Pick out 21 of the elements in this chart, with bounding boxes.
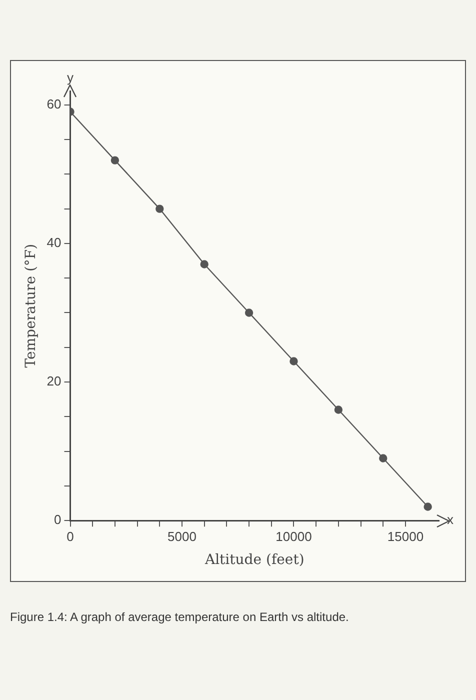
point <box>110 156 120 164</box>
point <box>200 260 208 268</box>
y-tick-label: 60 <box>46 96 62 112</box>
caption: Figure 1.4: A graph of average temperature on Earth vs altitude. <box>10 610 350 624</box>
x-axis-title: Altitude (feet) <box>204 552 304 568</box>
x-tick-label: 5000 <box>168 528 196 544</box>
point <box>424 502 432 511</box>
point <box>290 357 298 366</box>
x-tick-label: 0 <box>66 528 74 544</box>
y-tick-label: 40 <box>46 235 62 250</box>
point <box>334 406 343 414</box>
y-tick-label: 0 <box>54 512 62 528</box>
point <box>379 454 388 462</box>
point <box>244 308 254 317</box>
y-axis-title: Temperature (°F) <box>23 244 40 368</box>
point <box>156 204 164 213</box>
x-tick-label: 10000 <box>276 528 312 544</box>
y-tick-label: 20 <box>46 374 62 389</box>
text: y <box>67 70 74 86</box>
x-tick-label: 15000 <box>387 528 424 544</box>
text: x <box>447 512 454 528</box>
